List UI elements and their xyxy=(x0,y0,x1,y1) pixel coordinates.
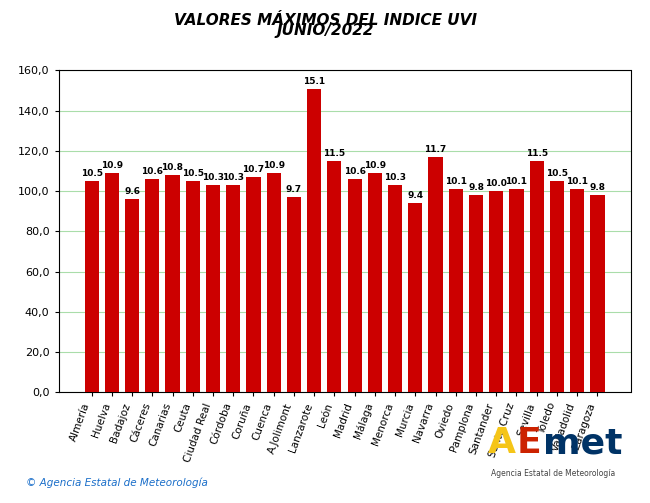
Text: 9.8: 9.8 xyxy=(468,183,484,192)
Text: 10.7: 10.7 xyxy=(242,165,265,174)
Text: 10.0: 10.0 xyxy=(486,179,507,188)
Text: 10.8: 10.8 xyxy=(161,163,183,172)
Bar xyxy=(368,173,382,392)
Text: 11.5: 11.5 xyxy=(526,149,548,158)
Bar xyxy=(246,177,261,392)
Bar xyxy=(388,185,402,392)
Bar xyxy=(307,89,321,392)
Bar xyxy=(590,195,605,392)
Text: 11.5: 11.5 xyxy=(323,149,345,158)
Bar xyxy=(287,197,301,392)
Text: 9.6: 9.6 xyxy=(124,187,140,196)
Bar xyxy=(570,189,584,392)
Bar xyxy=(166,175,179,392)
Bar xyxy=(105,173,119,392)
Text: © Agencia Estatal de Meteorología: © Agencia Estatal de Meteorología xyxy=(26,477,208,488)
Text: 10.1: 10.1 xyxy=(445,177,467,186)
Text: 10.1: 10.1 xyxy=(566,177,588,186)
Bar xyxy=(428,157,443,392)
Bar xyxy=(510,189,523,392)
Text: 10.1: 10.1 xyxy=(506,177,528,186)
Text: 15.1: 15.1 xyxy=(303,76,325,86)
Text: VALORES MÁXIMOS DEL INDICE UVI: VALORES MÁXIMOS DEL INDICE UVI xyxy=(174,13,476,28)
Text: 10.6: 10.6 xyxy=(344,167,365,176)
Text: 10.6: 10.6 xyxy=(141,167,163,176)
Bar xyxy=(266,173,281,392)
Text: 10.9: 10.9 xyxy=(364,161,386,170)
Text: E: E xyxy=(517,426,541,460)
Text: 9.4: 9.4 xyxy=(408,191,423,200)
Text: 10.5: 10.5 xyxy=(546,169,568,178)
Text: A: A xyxy=(488,426,515,460)
Bar xyxy=(489,191,503,392)
Text: 10.9: 10.9 xyxy=(263,161,285,170)
Text: Agencia Estatal de Meteorología: Agencia Estatal de Meteorología xyxy=(491,469,615,478)
Bar xyxy=(226,185,240,392)
Text: 10.5: 10.5 xyxy=(182,169,203,178)
Text: JUNIO/2022: JUNIO/2022 xyxy=(276,23,374,38)
Bar xyxy=(469,195,483,392)
Bar xyxy=(530,161,544,392)
Text: 9.7: 9.7 xyxy=(286,185,302,194)
Text: 10.3: 10.3 xyxy=(202,173,224,182)
Bar xyxy=(550,181,564,392)
Text: 10.5: 10.5 xyxy=(81,169,103,178)
Text: 10.3: 10.3 xyxy=(222,173,244,182)
Bar xyxy=(125,199,139,392)
Text: 11.7: 11.7 xyxy=(424,145,447,154)
Bar xyxy=(145,179,159,392)
Text: 9.8: 9.8 xyxy=(590,183,605,192)
Bar xyxy=(448,189,463,392)
Text: 10.9: 10.9 xyxy=(101,161,123,170)
Bar xyxy=(206,185,220,392)
Text: met: met xyxy=(543,426,622,460)
Bar xyxy=(84,181,99,392)
Bar xyxy=(408,203,422,392)
Bar xyxy=(328,161,341,392)
Text: 10.3: 10.3 xyxy=(384,173,406,182)
Bar xyxy=(186,181,200,392)
Bar xyxy=(348,179,361,392)
